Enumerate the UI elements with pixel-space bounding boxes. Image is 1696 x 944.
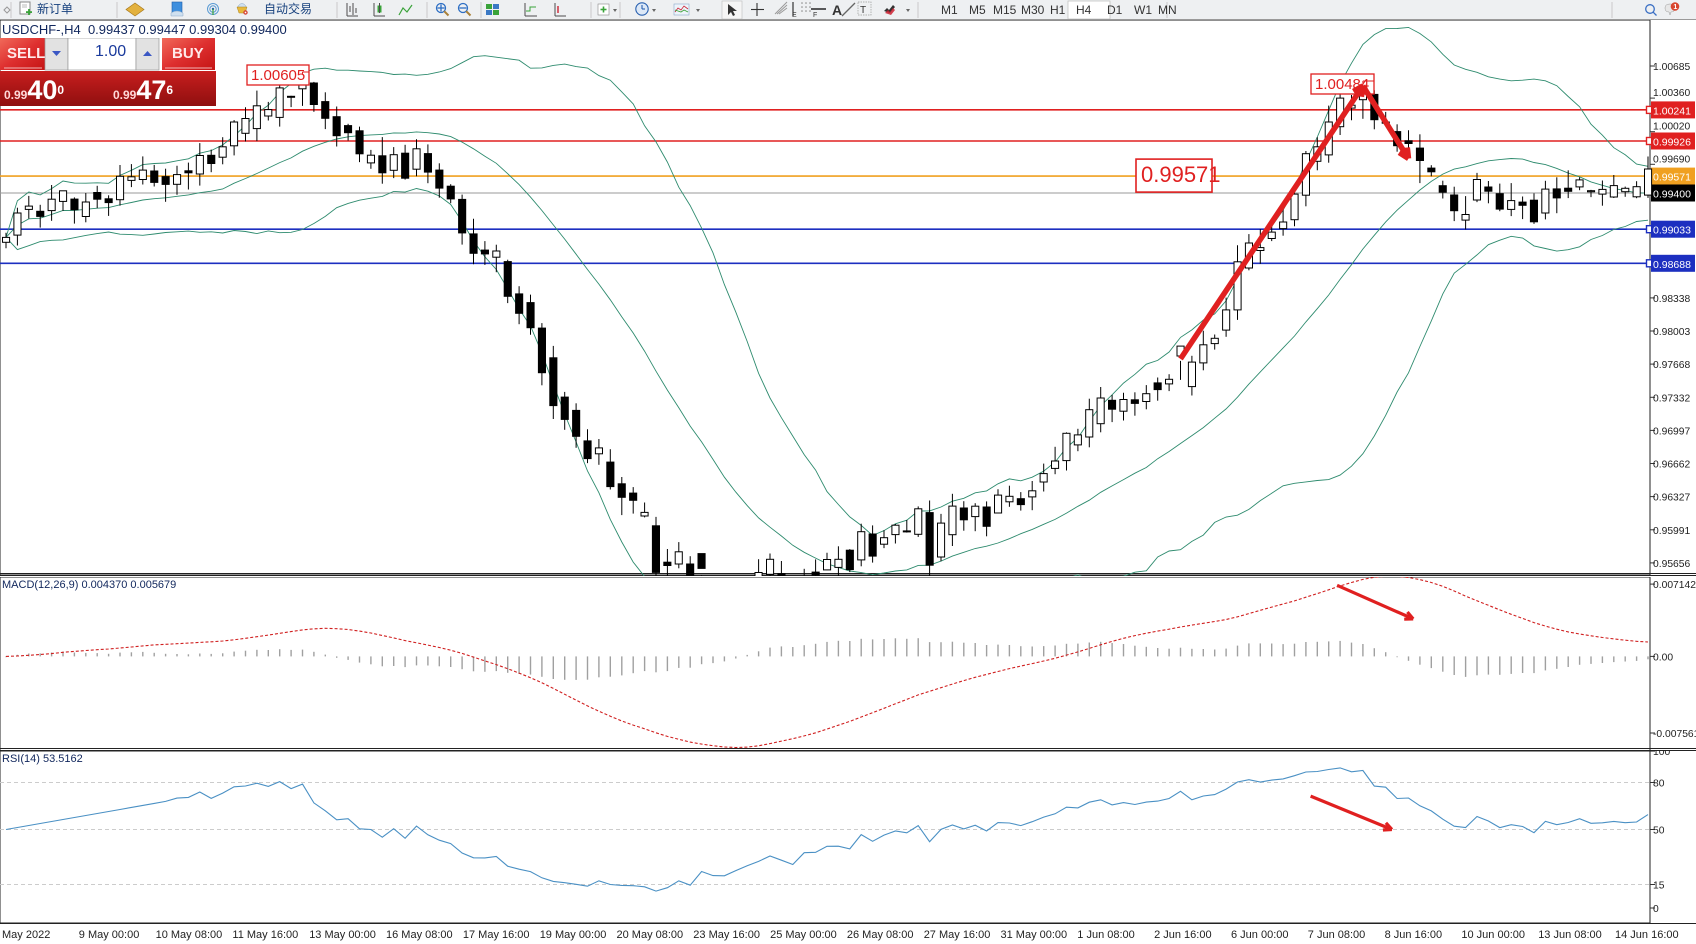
svg-text:0.99571: 0.99571 <box>1141 162 1221 187</box>
svg-text:-0.007561: -0.007561 <box>1653 729 1696 740</box>
svg-text:6 Jun 00:00: 6 Jun 00:00 <box>1231 929 1289 941</box>
svg-text:0.98003: 0.98003 <box>1653 327 1690 338</box>
svg-text:H4: H4 <box>1076 3 1092 17</box>
svg-text:16 May 08:00: 16 May 08:00 <box>386 929 453 941</box>
svg-text:1.00605: 1.00605 <box>251 67 305 84</box>
svg-text:MACD(12,26,9) 0.004370 0.00567: MACD(12,26,9) 0.004370 0.005679 <box>2 579 176 591</box>
svg-text:19 May 00:00: 19 May 00:00 <box>540 929 607 941</box>
svg-text:0.98338: 0.98338 <box>1653 294 1690 305</box>
svg-text:0.99033: 0.99033 <box>1653 225 1691 237</box>
svg-text:E: E <box>792 12 797 19</box>
svg-text:1.00241: 1.00241 <box>1653 105 1691 117</box>
svg-text:T: T <box>860 5 866 16</box>
svg-text:1: 1 <box>1673 4 1677 11</box>
svg-text:M5: M5 <box>969 3 986 17</box>
svg-text:27 May 16:00: 27 May 16:00 <box>924 929 991 941</box>
svg-text:0.96662: 0.96662 <box>1653 460 1690 471</box>
svg-text:0.99571: 0.99571 <box>1653 172 1691 184</box>
svg-text:H1: H1 <box>1050 3 1066 17</box>
svg-text:80: 80 <box>1653 779 1665 790</box>
svg-text:自动交易: 自动交易 <box>264 1 312 16</box>
svg-text:1.00020: 1.00020 <box>1653 122 1690 133</box>
svg-text:0.95656: 0.95656 <box>1653 559 1690 570</box>
svg-text:0.96997: 0.96997 <box>1653 426 1690 437</box>
svg-text:14 Jun 16:00: 14 Jun 16:00 <box>1615 929 1679 941</box>
svg-text:新订单: 新订单 <box>37 1 73 16</box>
svg-text:0.96327: 0.96327 <box>1653 493 1690 504</box>
svg-text:RSI(14) 53.5162: RSI(14) 53.5162 <box>2 753 83 765</box>
svg-text:F: F <box>813 12 817 19</box>
svg-text:D1: D1 <box>1107 3 1123 17</box>
svg-text:15: 15 <box>1653 881 1665 892</box>
svg-text:0.99400: 0.99400 <box>1653 189 1691 201</box>
svg-text:0.97668: 0.97668 <box>1653 360 1690 371</box>
svg-text:A: A <box>832 2 842 18</box>
svg-text:0.95991: 0.95991 <box>1653 526 1690 537</box>
svg-text:0.00: 0.00 <box>1653 652 1673 663</box>
svg-text:13 May 00:00: 13 May 00:00 <box>309 929 376 941</box>
svg-text:0.007142: 0.007142 <box>1653 580 1696 591</box>
svg-text:50: 50 <box>1653 826 1665 837</box>
svg-text:W1: W1 <box>1134 3 1152 17</box>
svg-text:May 2022: May 2022 <box>2 929 50 941</box>
svg-text:M1: M1 <box>941 3 958 17</box>
svg-text:M30: M30 <box>1021 3 1045 17</box>
svg-text:0.98688: 0.98688 <box>1653 259 1691 271</box>
svg-text:8 Jun 16:00: 8 Jun 16:00 <box>1385 929 1443 941</box>
svg-text:10 May 08:00: 10 May 08:00 <box>156 929 223 941</box>
svg-text:25 May 00:00: 25 May 00:00 <box>770 929 837 941</box>
svg-text:1.00685: 1.00685 <box>1653 62 1690 73</box>
svg-text:23 May 16:00: 23 May 16:00 <box>693 929 760 941</box>
svg-text:11 May 16:00: 11 May 16:00 <box>232 929 298 941</box>
svg-text:1.00360: 1.00360 <box>1653 88 1690 99</box>
svg-text:0.99690: 0.99690 <box>1653 154 1690 165</box>
svg-text:7 Jun 08:00: 7 Jun 08:00 <box>1308 929 1366 941</box>
svg-text:0: 0 <box>1653 904 1659 915</box>
svg-text:17 May 16:00: 17 May 16:00 <box>463 929 530 941</box>
svg-text:M15: M15 <box>993 3 1017 17</box>
svg-text:13 Jun 08:00: 13 Jun 08:00 <box>1538 929 1602 941</box>
svg-text:MN: MN <box>1158 3 1177 17</box>
svg-text:2 Jun 16:00: 2 Jun 16:00 <box>1154 929 1212 941</box>
svg-text:31 May 00:00: 31 May 00:00 <box>1001 929 1068 941</box>
svg-text:0.97332: 0.97332 <box>1653 393 1690 404</box>
svg-text:10 Jun 00:00: 10 Jun 00:00 <box>1461 929 1525 941</box>
svg-text:1 Jun 08:00: 1 Jun 08:00 <box>1077 929 1135 941</box>
svg-text:0.99926: 0.99926 <box>1653 137 1691 149</box>
svg-text:20 May 08:00: 20 May 08:00 <box>617 929 684 941</box>
svg-text:9 May 00:00: 9 May 00:00 <box>79 929 140 941</box>
svg-text:100: 100 <box>1653 751 1670 758</box>
svg-text:26 May 08:00: 26 May 08:00 <box>847 929 914 941</box>
